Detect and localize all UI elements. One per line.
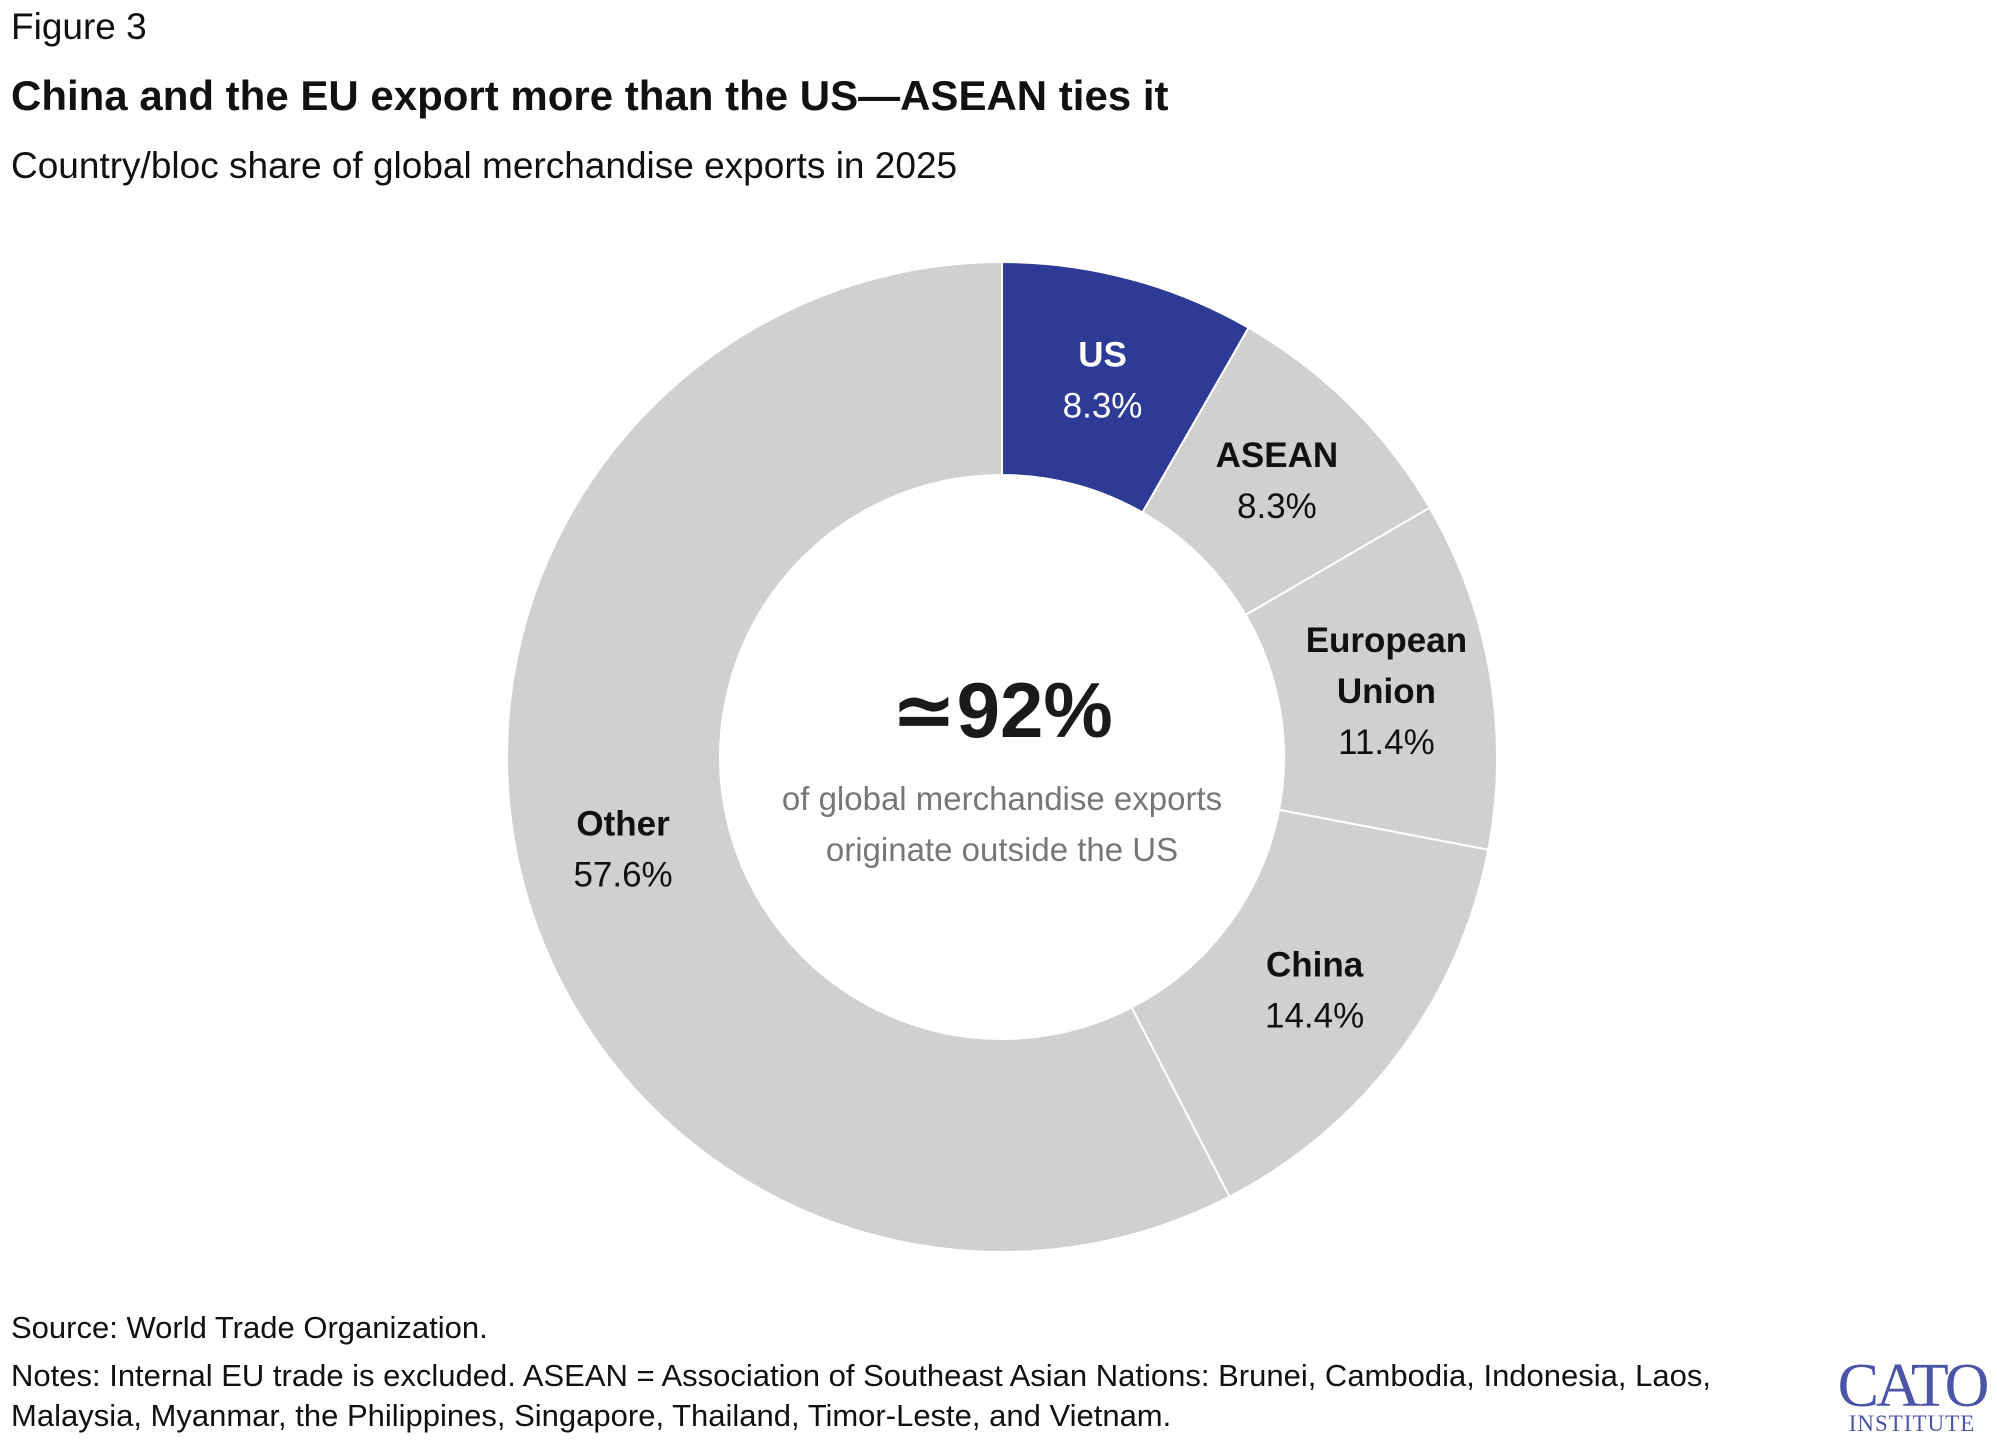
notes-text: Notes: Internal EU trade is excluded. AS… — [11, 1358, 1711, 1433]
slice-label-us: US — [1078, 336, 1127, 375]
center-caption-line: of global merchandise exports — [782, 780, 1222, 817]
donut-chart: US 8.3% ASEAN 8.3% European Union 11.4% China 14… — [506, 260, 1498, 1253]
chart-title: China and the EU export more than the US… — [11, 72, 1169, 119]
donut-slices — [506, 260, 1498, 1253]
figure-number: Figure 3 — [11, 6, 147, 47]
slice-label-other: Other — [576, 805, 670, 844]
slice-value-china: 14.4% — [1265, 997, 1364, 1036]
slice-other — [506, 260, 1231, 1253]
center-caption-line: originate outside the US — [826, 831, 1178, 868]
slice-label-european-union: European — [1306, 621, 1467, 660]
donut-center: ≃92% of global merchandise exports origina… — [782, 666, 1222, 868]
logo-subtext: INSTITUTE — [1848, 1411, 1976, 1436]
slice-european-union — [1244, 506, 1498, 851]
slice-label-asean: ASEAN — [1216, 436, 1339, 475]
slice-value-european-union: 11.4% — [1338, 723, 1435, 762]
slice-value-us: 8.3% — [1063, 387, 1143, 426]
source-note: Source: World Trade Organization. — [11, 1310, 488, 1345]
cato-logo: CATO INSTITUTE — [1832, 1352, 1992, 1436]
slice-value-other: 57.6% — [573, 856, 672, 895]
logo-wordmark: CATO — [1837, 1352, 1990, 1420]
slice-value-asean: 8.3% — [1237, 487, 1317, 526]
chart-subtitle: Country/bloc share of global merchandise… — [11, 145, 958, 186]
slice-china — [1130, 808, 1490, 1198]
slice-label-china: China — [1266, 946, 1364, 985]
center-value: ≃92% — [891, 666, 1112, 754]
slice-labels: US 8.3% ASEAN 8.3% European Union 11.4% China 14… — [573, 336, 1467, 1036]
slice-label-european-union: Union — [1337, 672, 1436, 711]
